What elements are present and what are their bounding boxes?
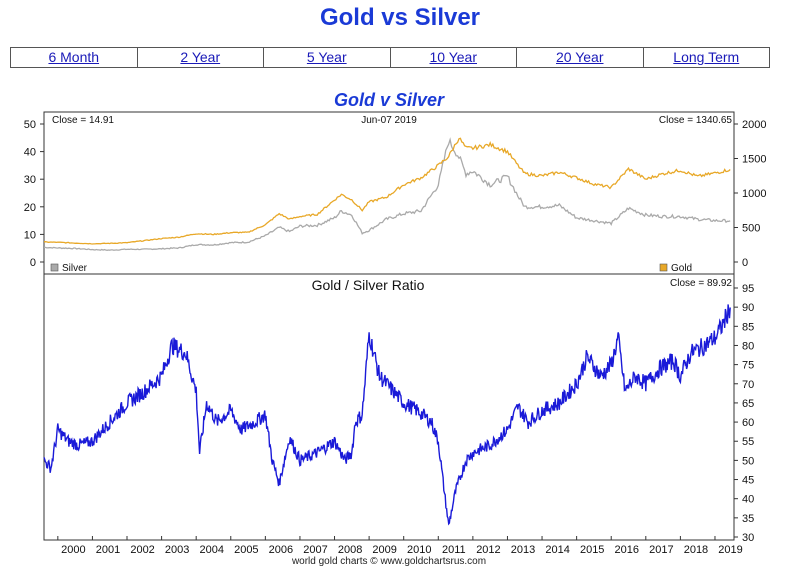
right-tick-label: 2000 xyxy=(742,119,766,131)
right-tick-label: 500 xyxy=(742,223,760,235)
right-tick-label: 0 xyxy=(742,257,748,269)
x-tick-label: 2011 xyxy=(442,544,466,556)
ratio-tick-label: 55 xyxy=(742,436,754,448)
range-cell: Long Term xyxy=(644,48,770,67)
ratio-tick-label: 30 xyxy=(742,532,754,544)
ratio-tick-label: 75 xyxy=(742,360,754,372)
left-tick-label: 40 xyxy=(24,147,36,159)
range-link-2-year[interactable]: 2 Year xyxy=(180,49,221,65)
ratio-tick-label: 60 xyxy=(742,417,754,429)
ratio-tick-label: 35 xyxy=(742,513,754,525)
x-tick-label: 2015 xyxy=(580,544,604,556)
range-link-long-term[interactable]: Long Term xyxy=(673,49,740,65)
silver-series-line xyxy=(44,137,731,251)
left-tick-label: 0 xyxy=(30,257,36,269)
range-cell: 10 Year xyxy=(391,48,517,67)
gold-legend-label: Gold xyxy=(671,263,692,274)
silver-close-label: Close = 14.91 xyxy=(52,115,114,126)
x-tick-label: 2003 xyxy=(165,544,189,556)
footer-credit: world gold charts © www.goldchartsrus.co… xyxy=(291,556,487,567)
x-tick-label: 2017 xyxy=(649,544,673,556)
range-link-5-year[interactable]: 5 Year xyxy=(306,49,347,65)
ratio-tick-label: 85 xyxy=(742,321,754,333)
left-tick-label: 10 xyxy=(24,229,36,241)
range-nav: 6 Month 2 Year 5 Year 10 Year 20 Year Lo… xyxy=(10,47,770,68)
ratio-title: Gold / Silver Ratio xyxy=(312,277,425,293)
range-link-20-year[interactable]: 20 Year xyxy=(556,49,604,65)
range-link-10-year[interactable]: 10 Year xyxy=(429,49,478,65)
gold-series-line xyxy=(43,137,731,245)
x-tick-label: 2006 xyxy=(269,544,293,556)
x-tick-label: 2002 xyxy=(130,544,154,556)
ratio-tick-label: 65 xyxy=(742,398,754,410)
x-tick-label: 2018 xyxy=(684,544,708,556)
range-cell: 6 Month xyxy=(11,48,138,67)
left-tick-label: 20 xyxy=(24,202,36,214)
right-tick-label: 1500 xyxy=(742,154,766,166)
x-tick-label: 2001 xyxy=(96,544,120,556)
chart-date-label: Jun-07 2019 xyxy=(361,115,417,126)
ratio-tick-label: 95 xyxy=(742,283,754,295)
ratio-series-line xyxy=(43,304,731,526)
chart-title: Gold v Silver xyxy=(333,90,445,110)
ratio-tick-label: 90 xyxy=(742,302,754,314)
right-tick-label: 1000 xyxy=(742,188,766,200)
range-cell: 2 Year xyxy=(138,48,264,67)
gold-close-label: Close = 1340.65 xyxy=(659,115,733,126)
x-tick-label: 2012 xyxy=(476,544,500,556)
silver-legend-label: Silver xyxy=(62,263,88,274)
ratio-close-label: Close = 89.92 xyxy=(670,278,732,289)
x-tick-label: 2013 xyxy=(511,544,535,556)
ratio-tick-label: 45 xyxy=(742,475,754,487)
ratio-tick-label: 50 xyxy=(742,455,754,467)
x-tick-label: 2007 xyxy=(303,544,327,556)
page-title: Gold vs Silver xyxy=(319,4,481,31)
left-tick-label: 30 xyxy=(24,174,36,186)
ratio-tick-label: 40 xyxy=(742,494,754,506)
left-tick-label: 50 xyxy=(24,119,36,131)
x-tick-label: 2004 xyxy=(200,544,224,556)
silver-legend-swatch xyxy=(50,263,59,272)
x-tick-label: 2019 xyxy=(718,544,742,556)
x-tick-label: 2008 xyxy=(338,544,362,556)
range-cell: 20 Year xyxy=(517,48,644,67)
x-tick-label: 2009 xyxy=(372,544,396,556)
chart-frame xyxy=(43,111,735,541)
x-tick-label: 2005 xyxy=(234,544,258,556)
range-link-6-month[interactable]: 6 Month xyxy=(48,49,100,65)
gold-legend-swatch xyxy=(659,263,668,272)
x-tick-label: 2000 xyxy=(61,544,85,556)
x-tick-label: 2014 xyxy=(545,544,569,556)
ratio-tick-label: 70 xyxy=(742,379,754,391)
ratio-tick-label: 80 xyxy=(742,340,754,352)
x-tick-label: 2010 xyxy=(407,544,431,556)
range-cell: 5 Year xyxy=(264,48,391,67)
x-tick-label: 2016 xyxy=(615,544,639,556)
